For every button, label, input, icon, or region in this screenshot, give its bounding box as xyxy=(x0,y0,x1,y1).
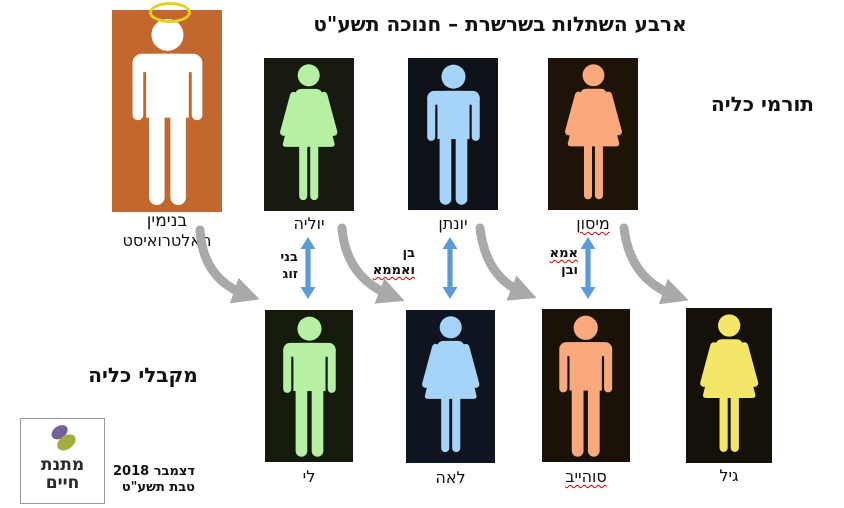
recipient-card-lee xyxy=(265,310,353,462)
logo-text-line1: מתנת xyxy=(40,455,85,475)
chain-arrow-3 xyxy=(475,223,537,301)
donor-name-line1: בנימין xyxy=(146,211,188,231)
relation-arrow-2 xyxy=(442,237,458,299)
male-icon xyxy=(417,61,490,207)
relation-3-line2: ובן xyxy=(561,263,578,278)
halo-icon xyxy=(149,2,191,23)
relation-1-line1: בני xyxy=(280,250,298,265)
kidney-beans-icon xyxy=(51,425,76,451)
donor-card-mison xyxy=(548,58,638,210)
relation-2-line2: ואממא xyxy=(372,263,415,278)
relation-arrow-1 xyxy=(300,237,316,299)
female-icon xyxy=(692,311,766,460)
logo-text-line2: חיים xyxy=(45,473,80,493)
female-icon xyxy=(272,61,345,208)
relation-3-line1: אמא xyxy=(549,246,578,261)
chain-arrow-4 xyxy=(619,223,689,305)
relation-label-spouses: בני זוג xyxy=(250,249,298,283)
date-line1: דצמבר 2018 xyxy=(112,464,195,479)
donors-section-label: תורמי כליה xyxy=(711,92,814,116)
donor-card-yulia xyxy=(264,58,354,211)
male-icon xyxy=(549,312,622,459)
recipient-card-suhaib xyxy=(542,309,630,462)
female-icon xyxy=(557,61,630,207)
relation-1-line2: זוג xyxy=(282,267,298,282)
male-icon xyxy=(273,313,346,459)
matnat-chaim-logo: מתנת חיים xyxy=(20,418,105,504)
date-label: דצמבר 2018 טבת תשע"ט xyxy=(95,464,195,496)
donor-name-yonatan: יונתן xyxy=(438,214,468,233)
recipient-name-leah: לאה xyxy=(435,468,466,487)
donor-name-binyamin: בנימין האלטרואיסט xyxy=(100,211,234,251)
recipient-name-suhaib: סוהייב xyxy=(542,467,630,486)
recipients-section-label: מקבלי כליה xyxy=(88,363,198,387)
male-icon xyxy=(119,14,216,208)
relation-2-line1: בן xyxy=(402,246,415,261)
donor-name-mison-text: מיסון xyxy=(576,214,610,233)
page-title: ארבע השתלות בשרשרת – חנוכה תשע"ט xyxy=(313,12,687,36)
relation-label-son-mother: בן ואממא xyxy=(367,245,415,279)
donor-card-binyamin xyxy=(112,10,222,212)
date-line2: טבת תשע"ט xyxy=(121,480,195,495)
recipient-name-gil: גיל xyxy=(719,466,739,485)
recipient-card-gil xyxy=(686,308,772,463)
donor-name-mison: מיסון xyxy=(548,214,638,233)
donor-name-line2: האלטרואיסט xyxy=(122,231,212,250)
donor-card-yonatan xyxy=(408,58,498,210)
donor-name-yulia: יוליה xyxy=(293,214,325,233)
relation-arrow-3 xyxy=(580,237,596,299)
relation-label-mother-son: אמא ובן xyxy=(530,245,578,279)
recipient-name-lee: לי xyxy=(302,467,316,486)
recipient-name-suhaib-text: סוהייב xyxy=(565,467,607,486)
recipient-card-leah xyxy=(406,310,495,463)
female-icon xyxy=(414,313,487,460)
